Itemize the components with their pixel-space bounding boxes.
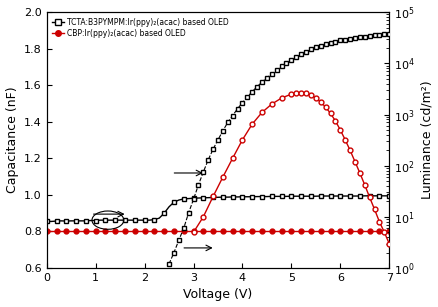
X-axis label: Voltage (V): Voltage (V)	[183, 289, 252, 301]
Y-axis label: Luminance (cd/m²): Luminance (cd/m²)	[420, 81, 432, 200]
Y-axis label: Capacitance (nF): Capacitance (nF)	[6, 87, 18, 193]
Legend: TCTA:B3PYMPM:Ir(ppy)₂(acac) based OLED, CBP:Ir(ppy)₂(acac) based OLED: TCTA:B3PYMPM:Ir(ppy)₂(acac) based OLED, …	[50, 16, 230, 39]
